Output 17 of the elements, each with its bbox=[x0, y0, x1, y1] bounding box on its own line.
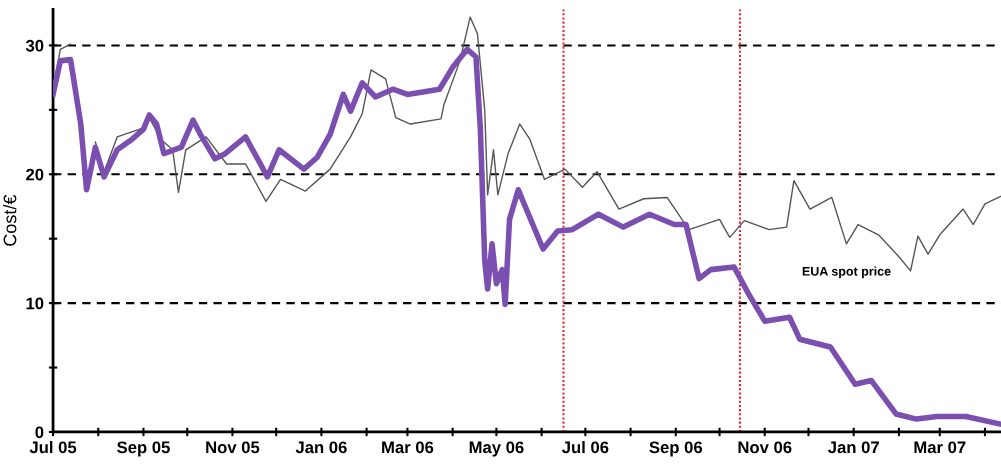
x-tick-label: Jul 06 bbox=[561, 441, 609, 454]
y-tick-label: 10 bbox=[26, 297, 44, 310]
y-tick-label: 0 bbox=[35, 426, 44, 439]
y-axis-title: Cost/€ bbox=[3, 194, 17, 246]
x-tick-label: Sep 05 bbox=[117, 441, 170, 457]
x-tick-label: Jul 05 bbox=[29, 441, 77, 454]
x-tick-label: Nov 06 bbox=[738, 441, 792, 454]
annotation: EUA spot price bbox=[802, 266, 891, 279]
x-tick-label: Nov 05 bbox=[206, 441, 260, 454]
y-tick-label: 30 bbox=[25, 39, 44, 52]
x-tick-label: Jan 07 bbox=[828, 441, 879, 454]
y-tick-label: 20 bbox=[26, 168, 44, 181]
x-tick-label: May 06 bbox=[469, 441, 524, 457]
x-tick-label: Mar 07 bbox=[914, 441, 966, 454]
x-tick-label: Mar 06 bbox=[382, 441, 434, 454]
x-tick-label: Jan 06 bbox=[295, 441, 347, 454]
x-tick-label: Sep 06 bbox=[649, 441, 703, 457]
